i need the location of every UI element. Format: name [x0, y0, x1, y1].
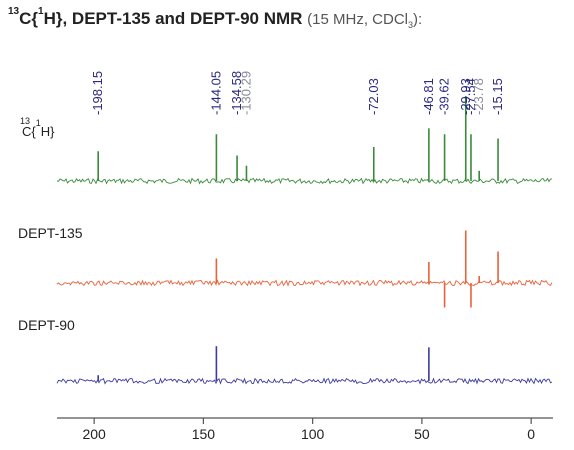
peak-label-2: -134.58: [229, 71, 244, 115]
peak-label-6: -39.62: [437, 78, 452, 115]
peak-label-3: -130.29: [238, 71, 253, 115]
series-label-iso: 13: [20, 116, 30, 126]
peak-label-4: -72.03: [366, 78, 381, 115]
series-label-h: 1: [36, 118, 41, 128]
peak-label-9: -23.78: [471, 78, 486, 115]
series-label-2: DEPT-90: [18, 317, 75, 333]
peak-label-10: -15.15: [490, 78, 505, 115]
series-label-1: DEPT-135: [18, 225, 83, 241]
peak-label-1: -144.05: [208, 71, 223, 115]
peak-label-7: -29.93: [458, 78, 473, 115]
isotope-superscript: 13: [8, 6, 20, 17]
chart-title: 13C{1H}, DEPT-135 and DEPT-90 NMR (15 MH…: [8, 6, 423, 30]
baseline-noise-1: [56, 279, 553, 287]
baseline-noise-0: [56, 177, 553, 185]
conditions-after: ):: [413, 11, 423, 28]
x-tick-label-4: 0: [527, 426, 535, 442]
proton-superscript: 1: [38, 6, 44, 17]
peak-label-5: -46.81: [421, 78, 436, 115]
x-tick-label-2: 100: [301, 426, 325, 442]
nucleus-label: C{: [19, 9, 39, 28]
conditions-before: (15 MHz, CDCl: [307, 11, 409, 28]
x-tick-label-3: 50: [414, 426, 430, 442]
series-label-13c: 13 C{1H}: [20, 116, 55, 139]
series-label-end: H}: [41, 124, 55, 139]
baseline-noise-2: [56, 377, 553, 385]
peak-label-0: -198.15: [90, 71, 105, 115]
x-tick-label-1: 150: [192, 426, 216, 442]
series-label-core: C{: [22, 124, 36, 139]
conditions: (15 MHz, CDCl3):: [307, 11, 423, 30]
conditions-subscript: 3: [408, 20, 414, 30]
x-tick-label-0: 200: [82, 426, 106, 442]
peak-label-8: -27.54: [463, 78, 478, 115]
title-main: H}, DEPT-135 and DEPT-90 NMR: [43, 9, 303, 28]
